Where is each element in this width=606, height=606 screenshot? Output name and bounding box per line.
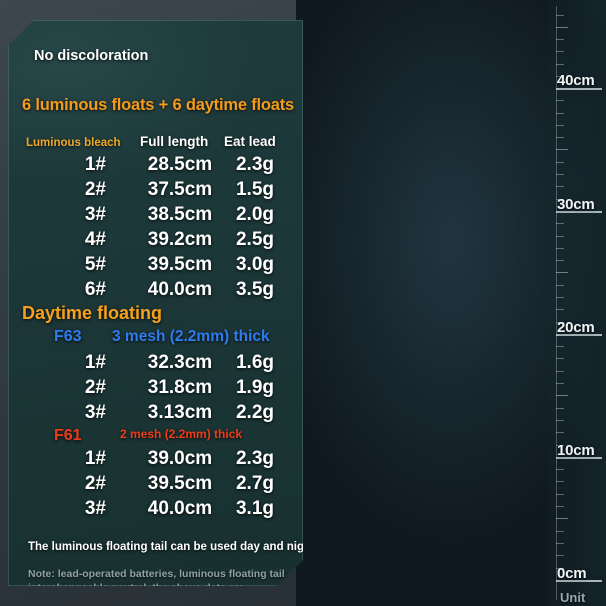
ruler-label-10cm: 10cm xyxy=(557,442,595,459)
ruler-label-0cm: 0cm xyxy=(557,565,587,582)
table-row: 3# 38.5cm 2.0g xyxy=(8,204,303,229)
row-id: 3# xyxy=(84,402,106,423)
row-length: 38.5cm xyxy=(147,204,213,225)
row-weight: 1.9g xyxy=(235,377,275,398)
table-row: 5# 39.5cm 3.0g xyxy=(8,254,303,279)
row-weight: 1.5g xyxy=(235,179,275,200)
table-row: 3# 40.0cm 3.1g xyxy=(8,498,303,523)
table-row: 3# 3.13cm 2.2g xyxy=(8,402,303,427)
row-weight: 2.3g xyxy=(235,154,275,175)
row-id: 2# xyxy=(84,473,106,494)
ruler-label-40cm: 40cm xyxy=(557,72,595,89)
table-row: 2# 37.5cm 1.5g xyxy=(8,179,303,204)
row-length: 40.0cm xyxy=(147,279,213,300)
row-weight: 3.5g xyxy=(235,279,275,300)
row-weight: 1.6g xyxy=(235,352,275,373)
column-header-id: Luminous bleach xyxy=(26,137,121,149)
model-code: F63 xyxy=(54,328,82,345)
table-row: 6# 40.0cm 3.5g xyxy=(8,279,303,304)
row-id: 3# xyxy=(84,498,106,519)
row-weight: 2.3g xyxy=(235,448,275,469)
table-row: 4# 39.2cm 2.5g xyxy=(8,229,303,254)
row-id: 1# xyxy=(84,448,106,469)
row-length: 28.5cm xyxy=(147,154,213,175)
row-weight: 2.2g xyxy=(235,402,275,423)
row-id: 2# xyxy=(84,377,106,398)
row-id: 1# xyxy=(84,154,106,175)
daytime-heading: Daytime floating xyxy=(22,303,163,323)
row-length: 31.8cm xyxy=(147,377,213,398)
spec-panel: No discoloration 6 luminous floats + 6 d… xyxy=(8,20,303,586)
row-id: 2# xyxy=(84,179,106,200)
panel-title: No discoloration xyxy=(34,48,149,64)
row-weight: 3.1g xyxy=(235,498,275,519)
column-header-length: Full length xyxy=(140,134,209,149)
row-length: 39.2cm xyxy=(147,229,213,250)
row-length: 37.5cm xyxy=(147,179,213,200)
table-row: 2# 39.5cm 2.7g xyxy=(8,473,303,498)
row-id: 1# xyxy=(84,352,106,373)
row-length: 3.13cm xyxy=(147,402,213,423)
row-length: 39.5cm xyxy=(147,254,213,275)
ruler-unit-label: Unit xyxy=(560,590,586,605)
row-length: 32.3cm xyxy=(147,352,213,373)
ruler-label-30cm: 30cm xyxy=(557,196,595,213)
ruler-label-20cm: 20cm xyxy=(557,319,595,336)
row-length: 40.0cm xyxy=(147,498,213,519)
row-length: 39.5cm xyxy=(147,473,213,494)
row-weight: 2.5g xyxy=(235,229,275,250)
row-id: 3# xyxy=(84,204,106,225)
row-length: 39.0cm xyxy=(147,448,213,469)
row-weight: 2.0g xyxy=(235,204,275,225)
panel-headline: 6 luminous floats + 6 daytime floats xyxy=(22,96,294,114)
row-weight: 2.7g xyxy=(235,473,275,494)
model-code: F61 xyxy=(54,427,82,444)
row-id: 6# xyxy=(84,279,106,300)
model-desc: 3 mesh (2.2mm) thick xyxy=(112,328,270,345)
row-id: 4# xyxy=(84,229,106,250)
ruler-spine xyxy=(556,6,557,600)
table-row: 2# 31.8cm 1.9g xyxy=(8,377,303,402)
footer-note: Note: lead-operated batteries, luminous … xyxy=(28,568,285,580)
row-weight: 3.0g xyxy=(235,254,275,275)
row-id: 5# xyxy=(84,254,106,275)
column-header-weight: Eat lead xyxy=(224,134,276,149)
model-desc: 2 mesh (2.2mm) thick xyxy=(120,427,243,441)
footer-tagline: The luminous floating tail can be used d… xyxy=(28,541,303,553)
table-row: 1# 28.5cm 2.3g xyxy=(8,154,303,179)
measuring-ruler: 40cm 30cm 20cm 10cm 0cm Unit xyxy=(548,0,606,606)
table-row: 1# 32.3cm 1.6g xyxy=(8,352,303,377)
table-row: 1# 39.0cm 2.3g xyxy=(8,448,303,473)
